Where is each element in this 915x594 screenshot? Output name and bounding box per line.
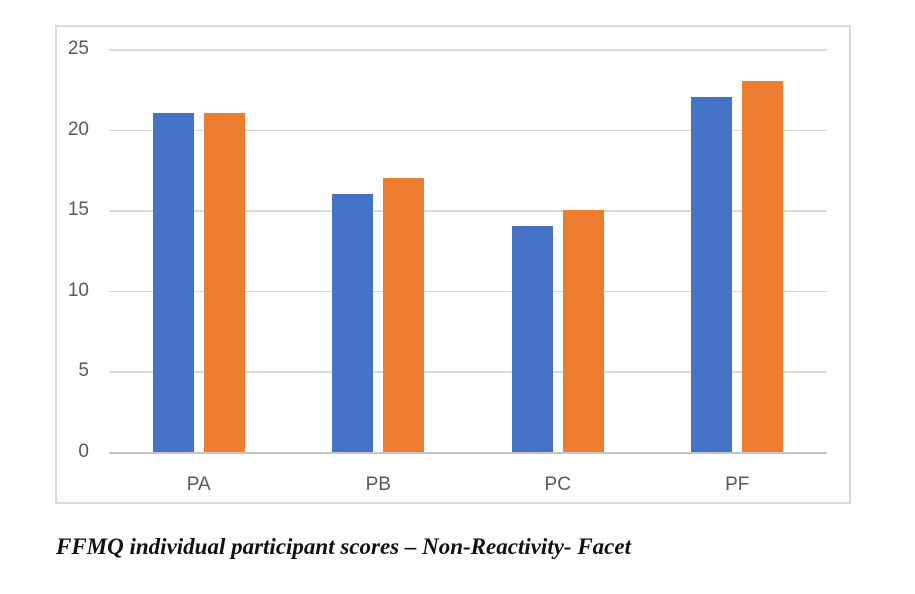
gridline-y-5: [109, 371, 827, 373]
x-tick-label-pa: PA: [186, 474, 211, 495]
x-tick-label-pb: PB: [365, 474, 391, 495]
bar-pb-series-2: [383, 177, 425, 452]
gridline-y-20: [109, 129, 827, 132]
gridline-y-10: [109, 290, 827, 293]
bar-pb-series-1: [332, 194, 374, 452]
bar-pa-series-1: [152, 113, 194, 452]
bar-pc-series-2: [562, 210, 604, 452]
y-tick-label-25: 25: [67, 38, 89, 59]
y-tick-label-5: 5: [78, 360, 89, 382]
y-tick-label-15: 15: [67, 199, 89, 221]
bar-groups: [109, 49, 827, 452]
bar-group-pb: [289, 49, 469, 452]
bar-group-pf: [648, 49, 828, 452]
y-tick-label-10: 10: [67, 279, 89, 301]
gridline-y-15: [109, 210, 827, 212]
gridline-y-25: [109, 49, 827, 51]
bar-group-pa: [109, 49, 289, 452]
y-axis-labels: 0 5 10 15 20 25: [57, 27, 91, 502]
bar-pa-series-2: [203, 113, 245, 452]
bar-pc-series-1: [511, 226, 553, 452]
plot-area: [109, 49, 827, 454]
y-tick-label-0: 0: [78, 441, 89, 462]
chart-panel: 0 5 10 15 20 25 PA PB PC PF: [55, 25, 851, 504]
bar-pf-series-2: [742, 81, 784, 452]
x-axis-line: [109, 452, 827, 454]
bar-pf-series-1: [691, 97, 733, 452]
x-tick-label-pc: PC: [544, 474, 571, 495]
x-axis-labels: PA PB PC PF: [109, 474, 827, 496]
chart-caption: FFMQ individual participant scores – Non…: [56, 534, 631, 559]
y-tick-label-20: 20: [67, 118, 89, 140]
x-tick-label-pf: PF: [725, 474, 750, 495]
bar-group-pc: [468, 49, 648, 452]
